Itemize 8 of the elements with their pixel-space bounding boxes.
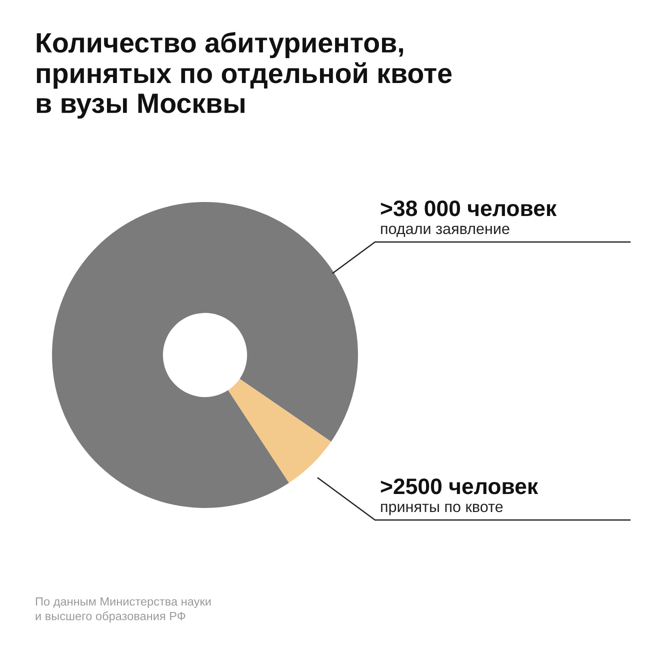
donut-slice bbox=[52, 202, 358, 508]
data-label: >38 000 человек bbox=[380, 200, 557, 216]
chart-title: Количество абитуриентов, принятых по отдельной квоте в вузы Москвы bbox=[36, 32, 452, 119]
text: По данным Министерства науки и высшего образования РФ bbox=[36, 597, 211, 623]
slice-label: приняты по квоте bbox=[381, 504, 503, 516]
donut-slice bbox=[228, 378, 332, 483]
slice-label: подали заявление bbox=[381, 226, 510, 238]
data-label: >2500 человек bbox=[380, 478, 538, 494]
